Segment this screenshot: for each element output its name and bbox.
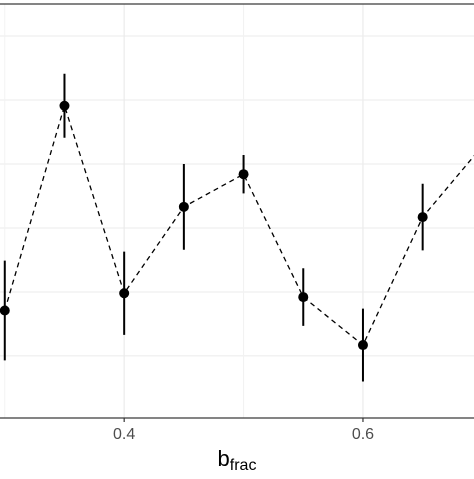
x-axis-label: bfrac	[218, 446, 257, 474]
grid	[0, 4, 474, 418]
point	[178, 201, 189, 212]
point	[298, 292, 309, 303]
x-tick-label: 0.6	[352, 426, 374, 443]
point	[417, 212, 428, 223]
point	[357, 340, 368, 351]
dashed-line	[4, 103, 474, 347]
point	[119, 288, 130, 299]
x-label-main: b	[218, 446, 230, 471]
point	[59, 100, 70, 111]
plot-area	[0, 73, 474, 382]
x-label-sub: frac	[230, 457, 257, 474]
point	[0, 305, 10, 316]
point	[238, 169, 249, 180]
panel-border	[0, 3, 474, 419]
x-tick-label: 0.4	[113, 426, 135, 443]
